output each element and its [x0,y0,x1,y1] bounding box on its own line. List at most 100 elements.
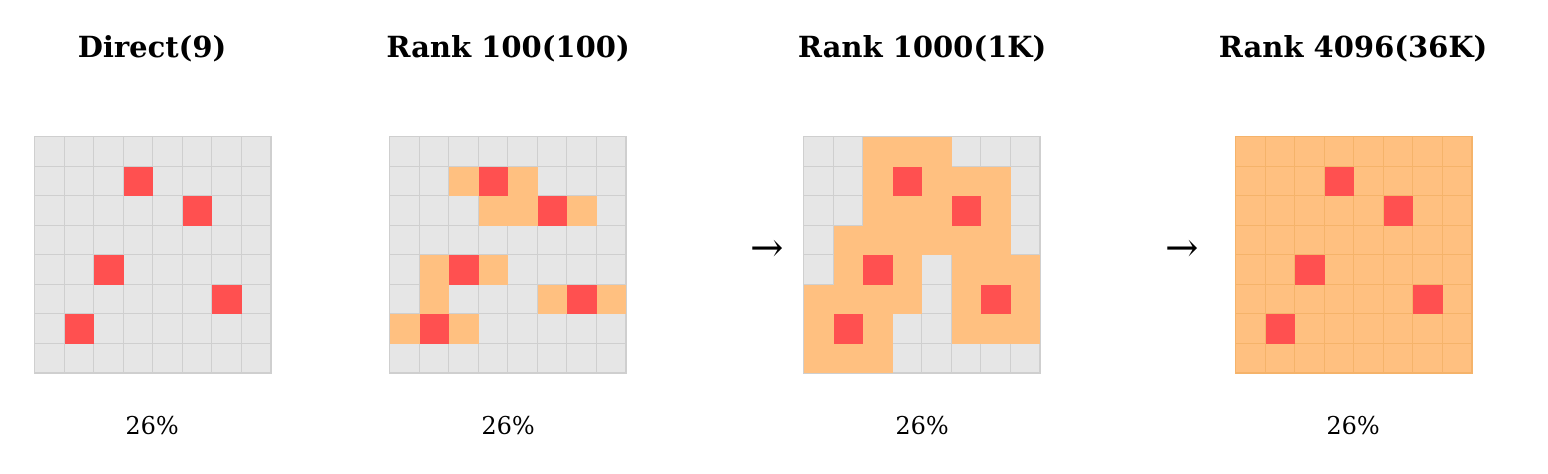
empty-cell [1010,137,1040,167]
mask-grid [1235,136,1473,374]
empty-cell [449,137,479,167]
filled-cell [449,314,479,344]
filled-cell [863,166,893,196]
empty-cell [833,137,863,167]
filled-cell [419,255,449,285]
filled-cell [1295,284,1325,314]
filled-cell [1010,314,1040,344]
filled-cell [1010,284,1040,314]
filled-cell [1413,166,1443,196]
filled-cell [1442,166,1472,196]
filled-cell [1383,137,1413,167]
empty-cell [212,255,242,285]
filled-cell [1265,137,1295,167]
active-cell [981,284,1011,314]
empty-cell [123,137,153,167]
filled-cell [922,137,952,167]
empty-cell [64,343,94,373]
percentage-caption: 26% [1326,412,1380,440]
empty-cell [94,284,124,314]
empty-cell [892,314,922,344]
empty-cell [153,166,183,196]
filled-cell [1324,284,1354,314]
filled-cell [537,284,567,314]
empty-cell [35,225,65,255]
empty-cell [804,255,834,285]
empty-cell [64,166,94,196]
filled-cell [863,343,893,373]
empty-cell [390,196,420,226]
active-cell [94,255,124,285]
filled-cell [951,284,981,314]
empty-cell [64,225,94,255]
empty-cell [804,196,834,226]
filled-cell [951,255,981,285]
empty-cell [123,196,153,226]
empty-cell [833,196,863,226]
empty-cell [478,284,508,314]
right-arrow-icon: → [1165,225,1199,271]
filled-cell [596,284,626,314]
filled-cell [1236,314,1266,344]
empty-cell [419,166,449,196]
filled-cell [833,343,863,373]
filled-cell [863,284,893,314]
filled-cell [922,196,952,226]
empty-cell [567,314,597,344]
filled-cell [833,284,863,314]
active-cell [567,284,597,314]
filled-cell [1354,196,1384,226]
filled-cell [1413,225,1443,255]
empty-cell [508,343,538,373]
empty-cell [390,166,420,196]
filled-cell [1354,225,1384,255]
empty-cell [390,225,420,255]
filled-cell [863,137,893,167]
empty-cell [182,225,212,255]
filled-cell [1236,343,1266,373]
filled-cell [1236,255,1266,285]
filled-cell [892,284,922,314]
active-cell [64,314,94,344]
filled-cell [981,314,1011,344]
filled-cell [1236,225,1266,255]
percentage-caption: 26% [895,412,949,440]
active-cell [537,196,567,226]
empty-cell [94,196,124,226]
filled-cell [1265,343,1295,373]
panel-title: Rank 100(100) [386,30,630,64]
filled-cell [1265,255,1295,285]
empty-cell [478,314,508,344]
empty-cell [449,284,479,314]
empty-cell [567,255,597,285]
empty-cell [123,225,153,255]
filled-cell [1324,343,1354,373]
filled-cell [981,255,1011,285]
active-cell [833,314,863,344]
active-cell [182,196,212,226]
filled-cell [1324,196,1354,226]
filled-cell [1442,284,1472,314]
filled-cell [981,225,1011,255]
empty-cell [537,343,567,373]
filled-cell [1265,196,1295,226]
empty-cell [241,137,271,167]
empty-cell [596,137,626,167]
filled-cell [1383,343,1413,373]
active-cell [892,166,922,196]
empty-cell [241,314,271,344]
filled-cell [1442,137,1472,167]
filled-cell [1383,284,1413,314]
empty-cell [123,284,153,314]
empty-cell [182,343,212,373]
filled-cell [1383,166,1413,196]
filled-cell [1413,137,1443,167]
empty-cell [241,225,271,255]
empty-cell [390,343,420,373]
filled-cell [567,196,597,226]
panel-title: Direct(9) [77,30,227,64]
empty-cell [922,343,952,373]
filled-cell [1383,255,1413,285]
active-cell [1383,196,1413,226]
empty-cell [241,166,271,196]
